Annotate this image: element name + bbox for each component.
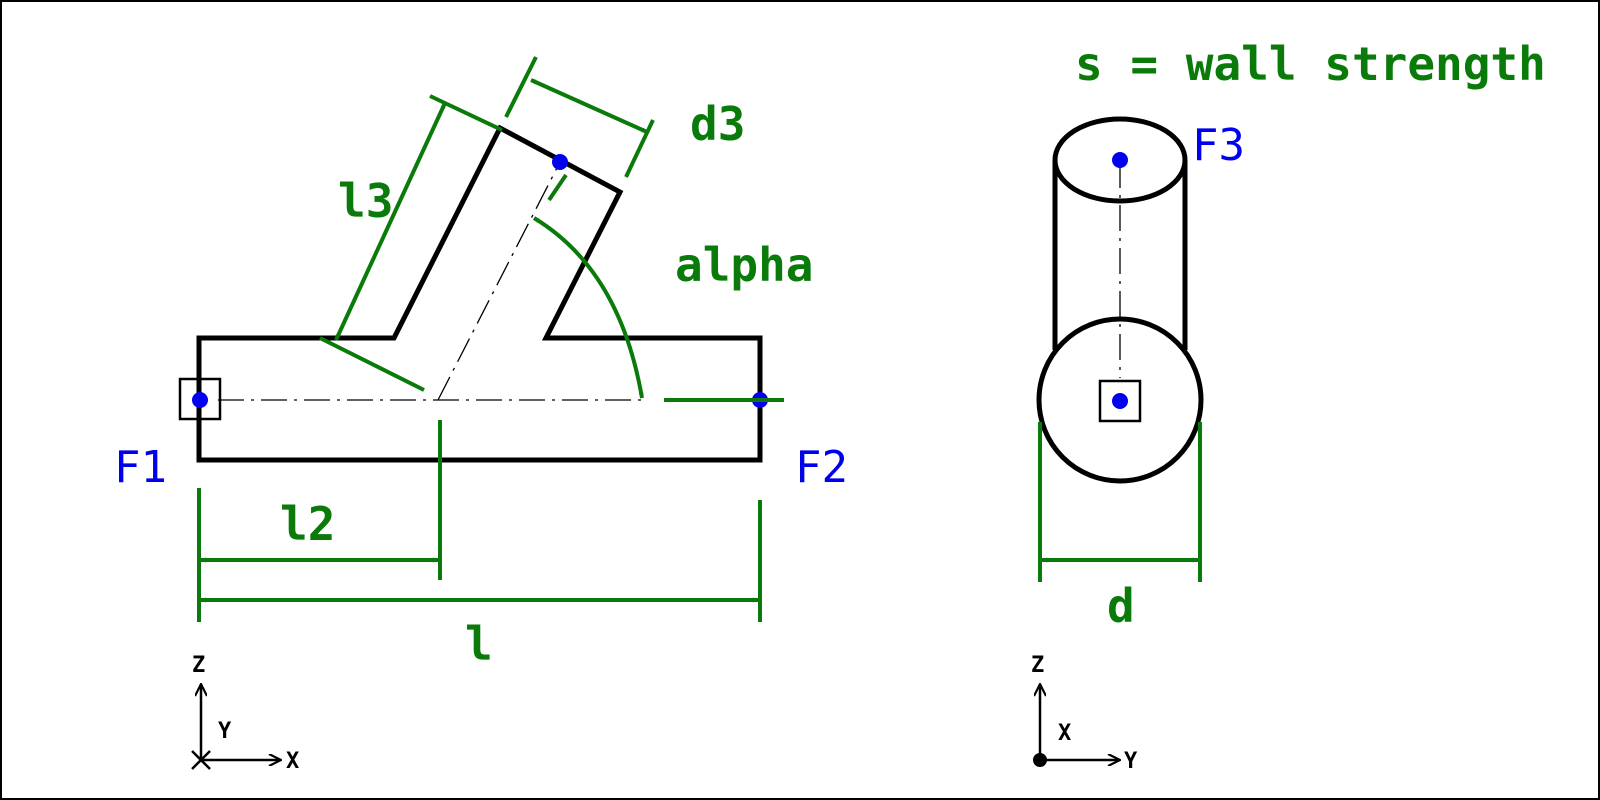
f1-support-box-side xyxy=(1098,379,1142,423)
front-view: l3 d3 alpha l2 l F1 F2 Z X Y xyxy=(114,56,848,774)
label-f2: F2 xyxy=(795,442,848,493)
dim-line-d3 xyxy=(530,78,648,134)
side-view: d F3 Z Y X xyxy=(1031,116,1245,774)
side-axis-z-label: Z xyxy=(1031,653,1044,678)
f1-point xyxy=(192,392,208,408)
front-axes xyxy=(191,684,281,770)
f3-point xyxy=(1112,152,1128,168)
side-axis-x-label: X xyxy=(1058,721,1071,746)
ext-line-l3-bottom xyxy=(319,336,425,392)
side-axes xyxy=(1040,684,1120,760)
ext-line-l3-top xyxy=(429,94,503,132)
f1-support-box xyxy=(178,377,222,421)
wall-strength-note: s = wall strength xyxy=(1075,37,1546,91)
label-l: l xyxy=(465,617,493,671)
front-axis-x-label: X xyxy=(286,749,299,774)
front-axis-z-label: Z xyxy=(192,653,205,678)
label-l2: l2 xyxy=(280,497,335,551)
branch-centerline xyxy=(437,161,561,401)
side-axis-origin-dot xyxy=(1033,753,1047,767)
front-axis-y-label: Y xyxy=(218,719,232,744)
dim-arc-alpha xyxy=(532,216,644,399)
label-l3: l3 xyxy=(338,174,393,228)
side-axis-y-label: Y xyxy=(1124,749,1138,774)
label-d: d xyxy=(1107,579,1135,633)
label-d3: d3 xyxy=(690,97,745,151)
f3-point-front xyxy=(552,154,568,170)
label-alpha: alpha xyxy=(675,238,813,292)
ext-line-d3-right xyxy=(624,119,655,178)
ext-line-d3-inner xyxy=(547,173,568,202)
f1-point-side xyxy=(1112,393,1128,409)
label-f1: F1 xyxy=(114,442,167,493)
label-f3: F3 xyxy=(1192,120,1245,171)
tee-outline xyxy=(196,124,763,463)
ext-line-d3-left xyxy=(504,56,538,118)
dim-line-l3 xyxy=(334,102,447,341)
